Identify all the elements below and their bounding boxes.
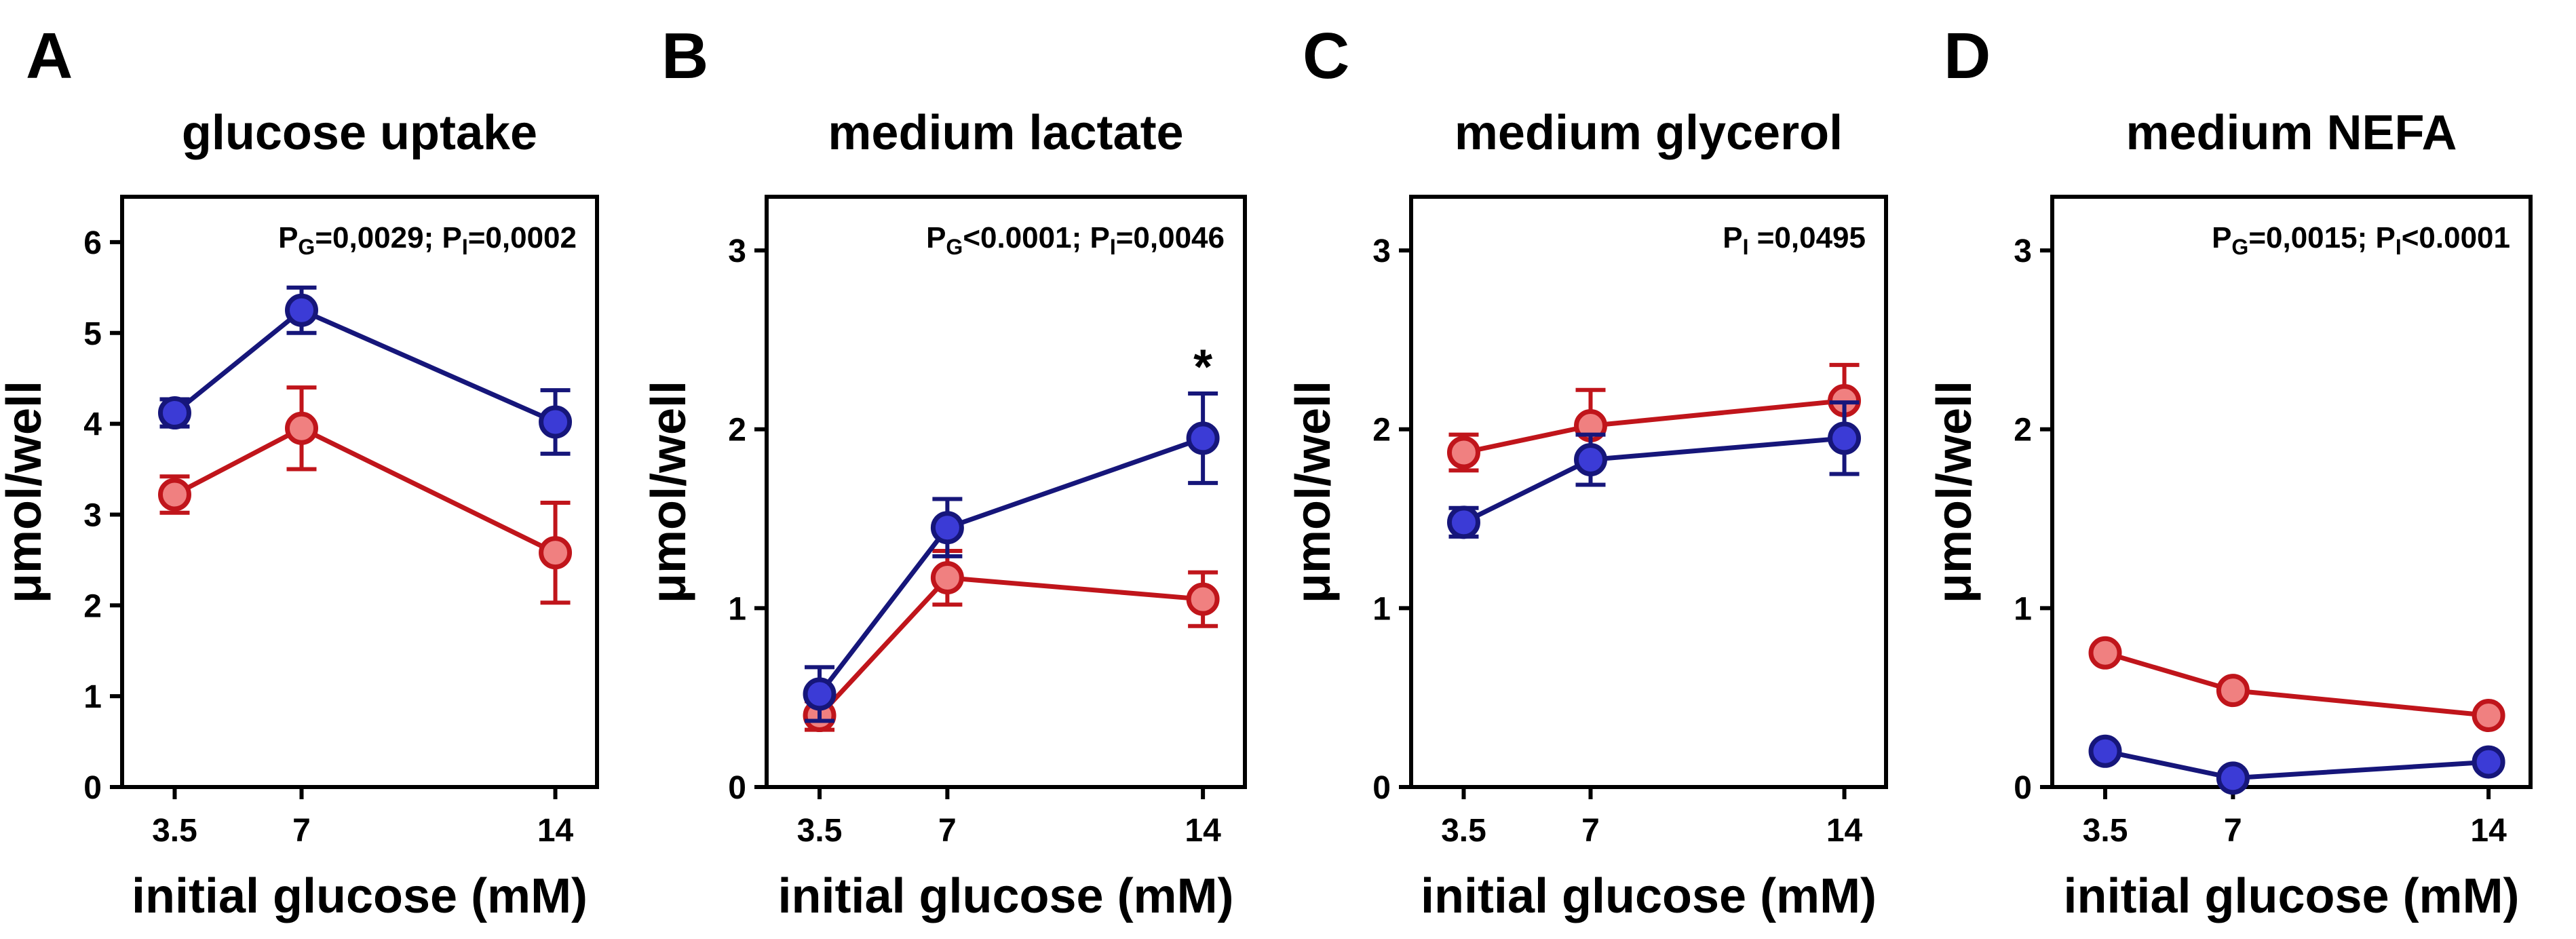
y-tick-label: 1 <box>1372 591 1391 627</box>
x-tick-label: 14 <box>2470 813 2507 849</box>
y-tick-label: 0 <box>83 770 102 806</box>
x-tick-label: 7 <box>292 813 311 849</box>
x-tick-label: 7 <box>1581 813 1600 849</box>
y-tick-label: 1 <box>83 679 102 715</box>
data-point-blue <box>2088 734 2122 768</box>
significance-star: * <box>1193 341 1212 395</box>
panel-letter: B <box>661 20 708 92</box>
x-tick-label: 14 <box>1185 813 1221 849</box>
data-point-blue <box>930 511 964 545</box>
y-tick-label: 0 <box>1372 770 1391 806</box>
data-point-blue <box>1186 421 1220 455</box>
y-tick-label: 3 <box>83 497 102 533</box>
y-tick-label: 0 <box>2014 770 2032 806</box>
y-axis-label: μmol/well <box>0 381 52 603</box>
x-axis-label: initial glucose (mM) <box>777 869 1233 923</box>
series-line-blue <box>2104 748 2489 781</box>
data-point-red <box>2088 636 2122 670</box>
p-value-text: PG=0,0015; PI<0.0001 <box>2212 221 2510 259</box>
series-line-red <box>2104 650 2489 718</box>
data-point-red <box>1186 582 1220 616</box>
data-point-red <box>930 561 964 595</box>
data-point-red <box>2216 674 2250 708</box>
data-point-blue <box>157 396 191 430</box>
plot-frame <box>1409 195 1888 789</box>
plot-frame <box>765 195 1247 789</box>
panel-letter: D <box>1944 20 1991 92</box>
x-tick-label: 3.5 <box>1441 813 1486 849</box>
x-tick-label: 3.5 <box>152 813 197 849</box>
data-point-blue <box>2216 761 2250 795</box>
y-tick-label: 2 <box>83 588 102 624</box>
x-tick-label: 7 <box>938 813 957 849</box>
data-point-red <box>157 478 191 512</box>
panel-letter: C <box>1303 20 1349 92</box>
data-point-blue <box>285 293 319 327</box>
x-tick-label: 3.5 <box>2083 813 2128 849</box>
p-value-text: PG<0.0001; PI=0,0046 <box>926 221 1225 259</box>
x-tick-label: 7 <box>2224 813 2242 849</box>
data-point-red <box>539 536 573 570</box>
data-point-red <box>285 411 319 445</box>
data-point-red <box>1446 436 1480 470</box>
y-tick-label: 3 <box>1372 233 1391 269</box>
y-tick-label: 2 <box>2014 413 2032 448</box>
p-value-text: PI =0,0495 <box>1723 221 1866 259</box>
y-axis-label: μmol/well <box>1927 381 1982 603</box>
series-line-red <box>173 425 557 555</box>
data-point-blue <box>1574 443 1608 477</box>
y-tick-label: 4 <box>83 407 102 443</box>
y-tick-label: 0 <box>728 770 746 806</box>
panel-title: medium lactate <box>828 106 1183 160</box>
panel-title: medium NEFA <box>2126 106 2457 160</box>
x-axis-label: initial glucose (mM) <box>132 869 588 923</box>
panel-title: glucose uptake <box>182 106 537 160</box>
data-point-blue <box>1446 505 1480 539</box>
data-point-blue <box>803 677 837 711</box>
x-tick-label: 14 <box>537 813 574 849</box>
y-tick-label: 1 <box>728 591 746 627</box>
plot-frame <box>2050 195 2533 789</box>
y-tick-label: 2 <box>1372 413 1391 448</box>
y-tick-label: 6 <box>83 225 102 261</box>
plot-frame <box>120 195 599 789</box>
x-axis-label: initial glucose (mM) <box>2063 869 2519 923</box>
series-line-blue <box>1462 436 1845 524</box>
y-axis-label: μmol/well <box>642 381 696 603</box>
y-tick-label: 3 <box>2014 233 2032 269</box>
y-axis-label: μmol/well <box>1286 381 1341 603</box>
series-line-red <box>818 575 1204 717</box>
panel-letter: A <box>26 20 73 92</box>
data-point-blue <box>539 405 573 439</box>
y-tick-label: 3 <box>728 233 746 269</box>
data-point-red <box>2472 699 2505 733</box>
y-tick-label: 2 <box>728 413 746 448</box>
series-line-blue <box>173 307 556 425</box>
x-tick-label: 14 <box>1826 813 1863 849</box>
x-axis-label: initial glucose (mM) <box>1421 869 1877 923</box>
p-value-text: PG=0,0029; PI=0,0002 <box>278 221 577 259</box>
y-tick-label: 1 <box>2014 591 2032 627</box>
data-point-blue <box>1828 421 1862 455</box>
data-point-blue <box>2472 745 2505 779</box>
panel-title: medium glycerol <box>1455 106 1843 160</box>
x-tick-label: 3.5 <box>797 813 843 849</box>
y-tick-label: 5 <box>83 316 102 352</box>
